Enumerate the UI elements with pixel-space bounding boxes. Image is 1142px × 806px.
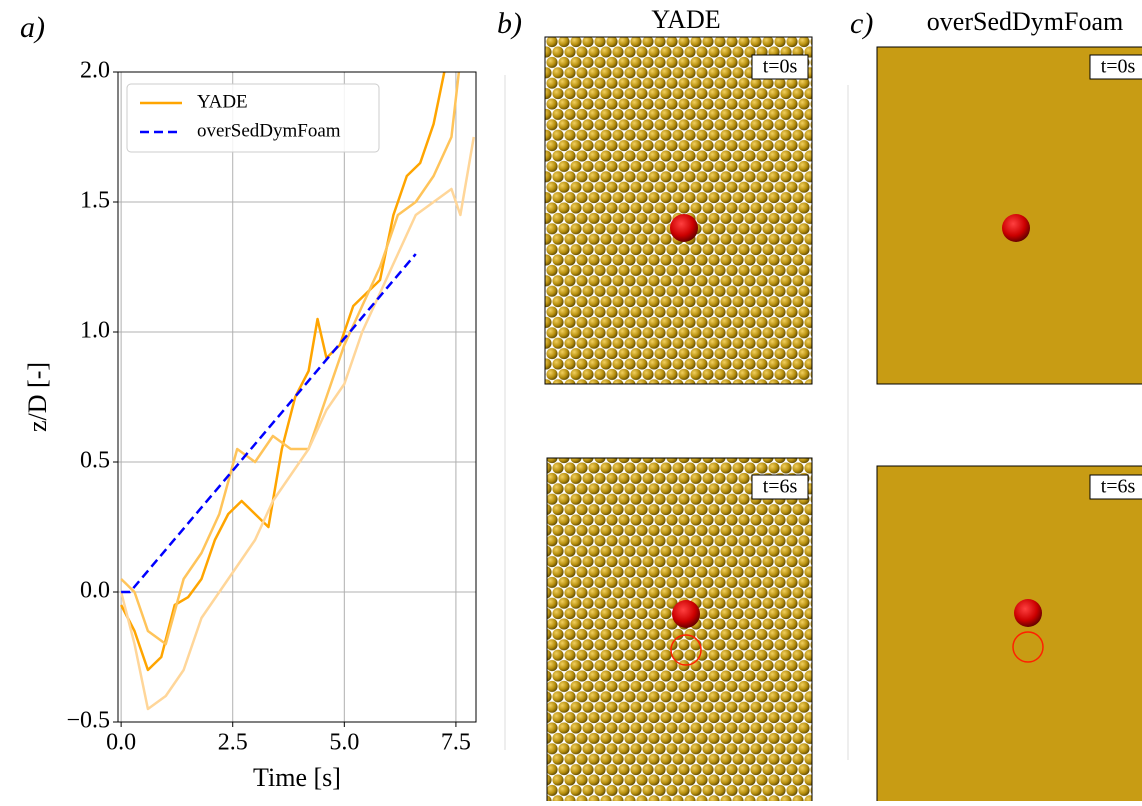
panel-label: a) <box>20 11 45 44</box>
y-tick-label: 1.0 <box>80 318 110 344</box>
x-tick-label: 5.0 <box>329 730 359 756</box>
time-box <box>1089 474 1142 500</box>
x-tick-label: 0.0 <box>106 730 136 756</box>
data-line <box>120 72 461 646</box>
sphere <box>1002 214 1030 242</box>
y-tick-label: 0.0 <box>80 578 110 604</box>
y-axis-label: z/D [-] <box>23 362 52 432</box>
sphere <box>1014 599 1042 627</box>
x-axis-label: Time [s] <box>253 763 341 792</box>
y-tick-label: 1.5 <box>80 188 110 214</box>
time-label: t=0s <box>1101 56 1136 78</box>
snapshot-image <box>544 36 813 385</box>
panel-title: YADE <box>651 5 720 34</box>
plot-frame <box>117 71 477 723</box>
sphere <box>670 214 698 242</box>
data-line <box>121 253 417 594</box>
time-label: t=0s <box>763 56 798 78</box>
snapshot-image <box>876 46 1142 385</box>
time-box <box>751 474 809 500</box>
data-line <box>119 136 475 711</box>
time-box <box>751 54 809 80</box>
snapshot-image <box>546 457 813 806</box>
sphere <box>672 600 700 628</box>
legend-label: overSedDymFoam <box>197 120 341 141</box>
panel-label: b) <box>497 7 522 40</box>
panel-title: overSedDymFoam <box>927 7 1123 36</box>
panel-label: c) <box>850 7 873 40</box>
y-tick-label: −0.5 <box>66 708 110 734</box>
time-label: t=6s <box>763 476 798 498</box>
time-label: t=6s <box>1101 476 1136 498</box>
x-tick-label: 2.5 <box>218 730 248 756</box>
start-marker <box>1012 631 1044 663</box>
snapshot-image <box>876 465 1142 806</box>
time-box <box>1089 54 1142 80</box>
y-tick-label: 0.5 <box>80 448 110 474</box>
x-tick-label: 7.5 <box>441 730 471 756</box>
start-marker <box>670 634 702 666</box>
legend-label: YADE <box>197 91 248 112</box>
legend-box <box>126 83 380 153</box>
y-tick-label: 2.0 <box>80 58 110 84</box>
